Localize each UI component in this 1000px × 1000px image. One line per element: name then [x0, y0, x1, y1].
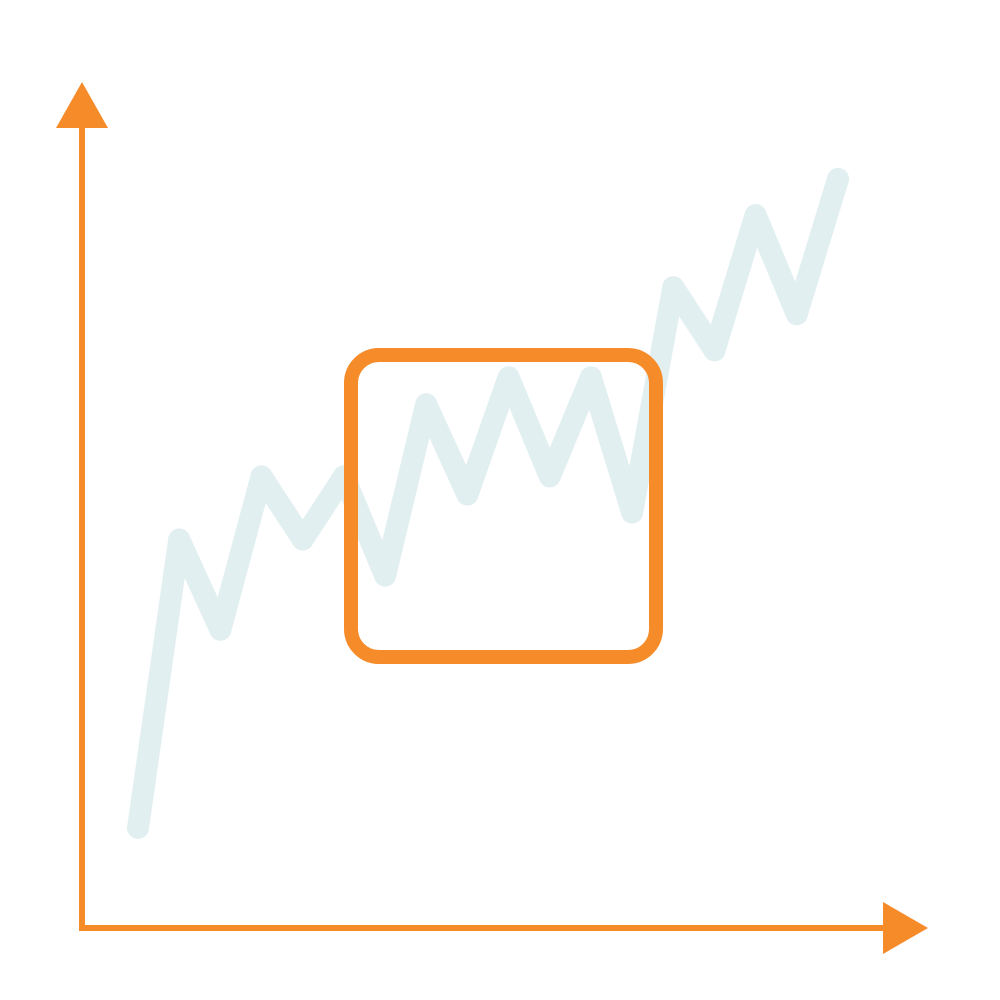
x-axis-arrow-icon: [883, 902, 928, 954]
trend-point-4: [291, 528, 314, 551]
trend-point-10: [538, 465, 561, 488]
trend-point-8: [456, 483, 479, 506]
trend-point-6: [374, 564, 397, 587]
y-axis-arrow-icon: [56, 82, 108, 128]
trend-point-14: [703, 339, 726, 362]
trend-point-15: [744, 204, 767, 227]
trend-point-1: [168, 528, 191, 551]
trend-point-16: [785, 303, 808, 326]
trend-point-13: [662, 276, 685, 299]
trend-point-7: [415, 393, 438, 416]
trend-line-series: [127, 168, 849, 839]
trend-point-12: [621, 501, 644, 524]
trend-point-9: [497, 366, 520, 389]
axes: [56, 82, 928, 954]
trend-point-11: [579, 366, 602, 389]
trend-point-3: [250, 465, 273, 488]
trend-point-2: [209, 618, 232, 641]
focus-region-box: [344, 348, 663, 664]
trend-line: [127, 168, 849, 839]
trend-point-0: [127, 816, 149, 839]
trend-point-17: [827, 168, 849, 190]
